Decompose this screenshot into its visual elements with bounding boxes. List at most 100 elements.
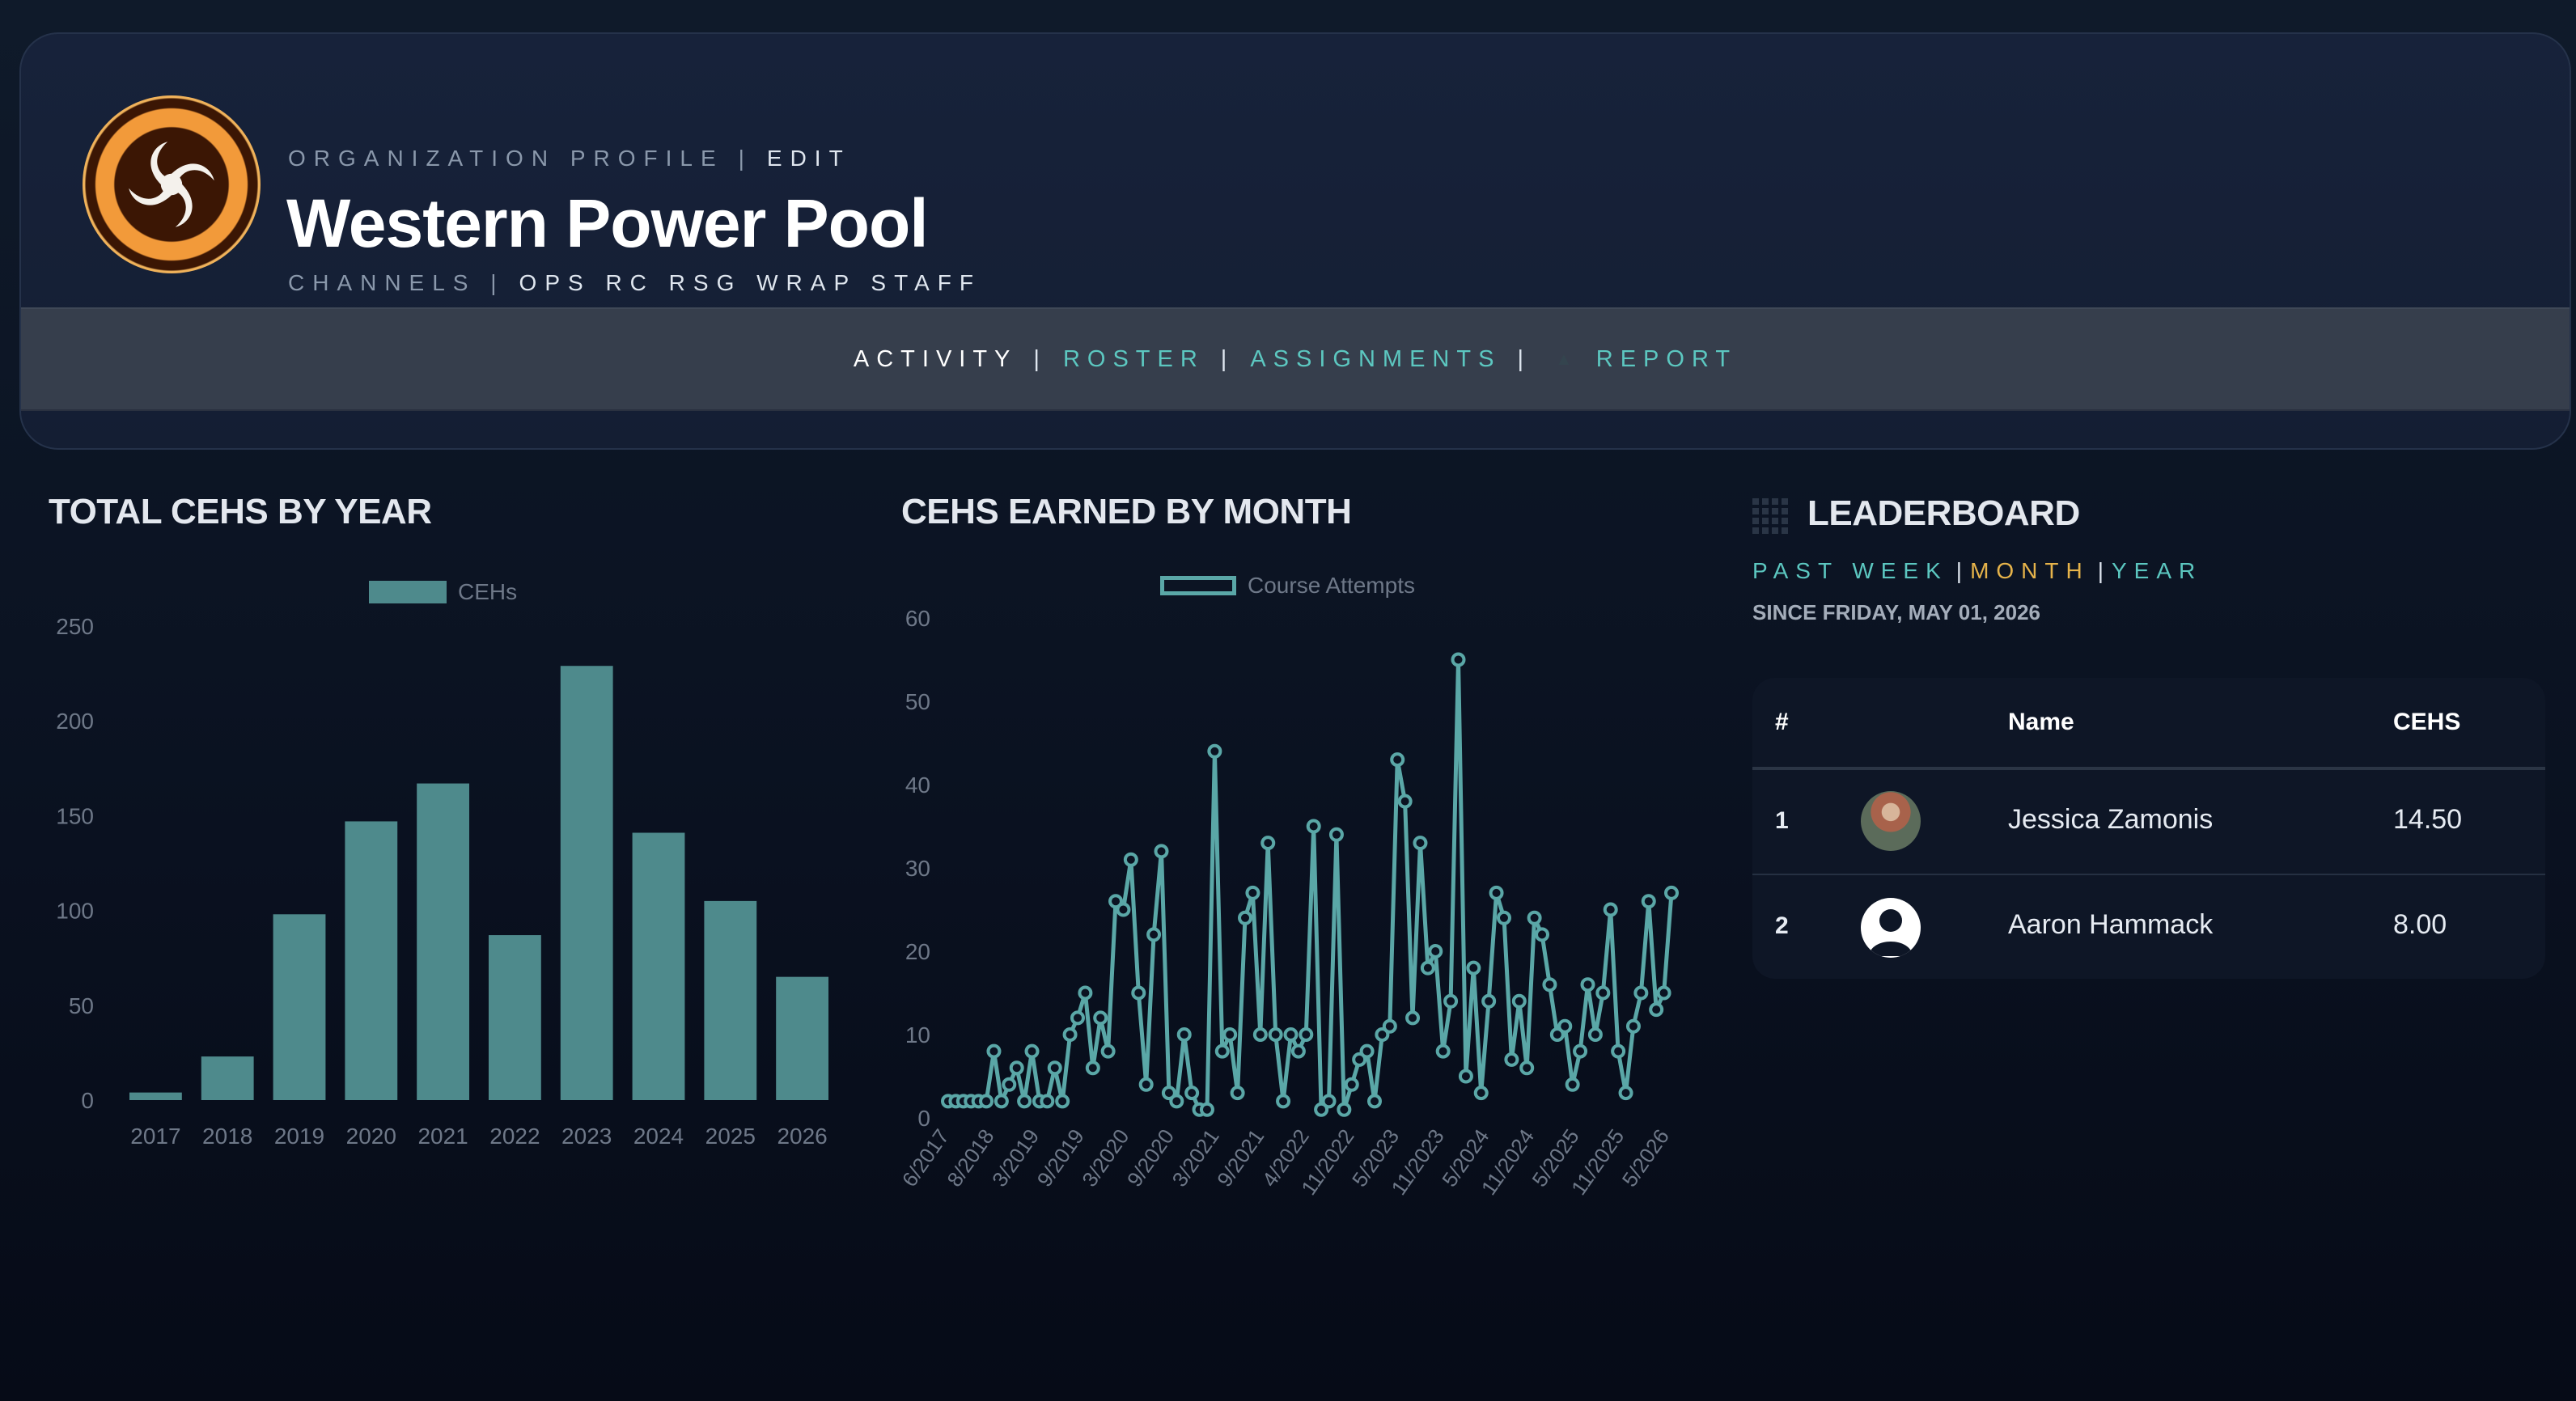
x-tick-label: 9/2020: [1122, 1124, 1179, 1191]
data-point: [1344, 1077, 1359, 1092]
data-point: [1260, 836, 1276, 851]
monthly-chart-legend: Course Attempts: [1160, 573, 1415, 599]
data-point: [1276, 1094, 1291, 1109]
default-user-avatar: [1861, 898, 1921, 958]
y-tick-label: 0: [81, 1088, 94, 1113]
data-point: [1641, 894, 1656, 909]
tab-roster[interactable]: ROSTER: [1062, 345, 1205, 372]
x-tick-label: 2026: [777, 1124, 827, 1149]
data-point: [1633, 985, 1649, 1001]
page-title: Western Power Pool: [286, 185, 929, 261]
legend-label: CEHs: [458, 579, 518, 604]
report-icon: ▲: [1554, 349, 1580, 369]
x-tick-label: 5/2026: [1617, 1124, 1674, 1191]
data-point: [1504, 1052, 1519, 1067]
x-tick-label: 2017: [130, 1124, 180, 1149]
bar: [201, 1056, 254, 1100]
data-point: [986, 1043, 1002, 1059]
y-tick-label: 60: [905, 606, 930, 631]
channels-list: OPS RC RSG WRAP STAFF: [519, 270, 981, 295]
tab-activity[interactable]: ACTIVITY: [853, 345, 1018, 372]
y-tick-label: 250: [56, 614, 94, 639]
data-point: [1366, 1094, 1382, 1109]
data-point: [1108, 894, 1124, 909]
x-tick-label: 3/2020: [1077, 1124, 1133, 1191]
filter-month[interactable]: MONTH: [1970, 558, 2090, 583]
data-point: [1161, 1086, 1176, 1101]
row-cehs: 14.50: [2393, 804, 2463, 835]
x-tick-label: 2024: [633, 1124, 684, 1149]
data-point: [1176, 1027, 1192, 1042]
yearly-chart-title: TOTAL CEHS BY YEAR: [49, 492, 432, 531]
bar: [704, 900, 757, 1100]
x-tick-label: 8/2018: [942, 1124, 998, 1191]
data-point: [1481, 993, 1497, 1009]
data-point: [1238, 910, 1253, 925]
x-tick-label: 2022: [489, 1124, 540, 1149]
profile-eyebrow: ORGANIZATION PROFILE | EDIT: [288, 146, 851, 171]
data-point: [1070, 1010, 1085, 1026]
x-tick-label: 2021: [417, 1124, 468, 1149]
leaderboard-filters: PAST WEEK | MONTH | YEAR: [1752, 558, 2202, 584]
data-point: [1435, 1043, 1451, 1059]
data-point: [1116, 902, 1131, 917]
data-point: [1085, 1060, 1100, 1076]
data-point: [1214, 1043, 1230, 1059]
data-point: [1656, 985, 1671, 1001]
data-point: [1466, 960, 1481, 976]
data-point: [1154, 844, 1169, 859]
data-point: [1496, 910, 1511, 925]
y-tick-label: 20: [905, 939, 930, 964]
data-point: [1473, 1086, 1489, 1101]
x-tick-label: 3/2019: [987, 1124, 1044, 1191]
y-tick-label: 0: [917, 1106, 930, 1131]
data-point: [1359, 1043, 1375, 1059]
photo-avatar: [1861, 791, 1921, 851]
data-point: [1290, 1043, 1306, 1059]
tab-report[interactable]: REPORT: [1595, 345, 1738, 372]
data-point: [1131, 985, 1146, 1001]
eyebrow-label: ORGANIZATION PROFILE: [288, 146, 724, 171]
row-name: Aaron Hammack: [2008, 909, 2214, 940]
legend-label: Course Attempts: [1248, 573, 1415, 598]
leaderboard-row[interactable]: 1 Jessica Zamonis 14.50: [1752, 770, 2545, 875]
data-point: [1002, 1077, 1017, 1092]
filter-separator: |: [2097, 558, 2104, 583]
leaderboard-since-date: SINCE FRIDAY, MAY 01, 2026: [1752, 600, 2040, 624]
data-point: [1062, 1027, 1078, 1042]
row-rank: 2: [1775, 912, 1789, 939]
x-tick-label: 2018: [202, 1124, 252, 1149]
yearly-bar-chart: 0 50 100 150 200 250 2017 2018 2019 2020 2021 2022 2…: [56, 614, 829, 1149]
data-point: [1222, 1027, 1238, 1042]
data-point: [1252, 1027, 1268, 1042]
data-point: [1009, 1060, 1024, 1076]
data-point: [1047, 1060, 1062, 1076]
edit-link[interactable]: EDIT: [766, 146, 851, 171]
y-tick-label: 100: [56, 899, 94, 924]
leaderboard-row[interactable]: 2 Aaron Hammack 8.00: [1752, 875, 2545, 979]
bar: [488, 935, 541, 1100]
data-point: [1535, 927, 1550, 942]
series-line: [948, 658, 1674, 1112]
data-point: [1375, 1027, 1390, 1042]
hurricane-logo-icon: [83, 95, 261, 273]
tab-separator: |: [1220, 345, 1235, 372]
data-point: [1100, 1043, 1116, 1059]
column-cehs: CEHS: [2393, 709, 2461, 735]
data-point: [1573, 1043, 1588, 1059]
x-tick-label: 2023: [561, 1124, 612, 1149]
tab-assignments[interactable]: ASSIGNMENTS: [1250, 345, 1502, 372]
monthly-line-chart: 01020304050606/20178/20183/20199/20193/2…: [897, 606, 1679, 1200]
data-point: [1420, 960, 1435, 976]
filter-separator: |: [1955, 558, 1963, 583]
data-point: [1511, 993, 1527, 1009]
row-cehs: 8.00: [2393, 909, 2447, 940]
data-point: [1245, 885, 1260, 900]
filter-year[interactable]: YEAR: [2112, 558, 2203, 583]
x-tick-label: 2025: [705, 1124, 756, 1149]
data-point: [1123, 852, 1138, 867]
data-point: [1078, 985, 1093, 1001]
tab-separator: |: [1033, 345, 1047, 372]
data-point: [1390, 752, 1405, 768]
filter-past-week[interactable]: PAST WEEK: [1752, 558, 1948, 583]
